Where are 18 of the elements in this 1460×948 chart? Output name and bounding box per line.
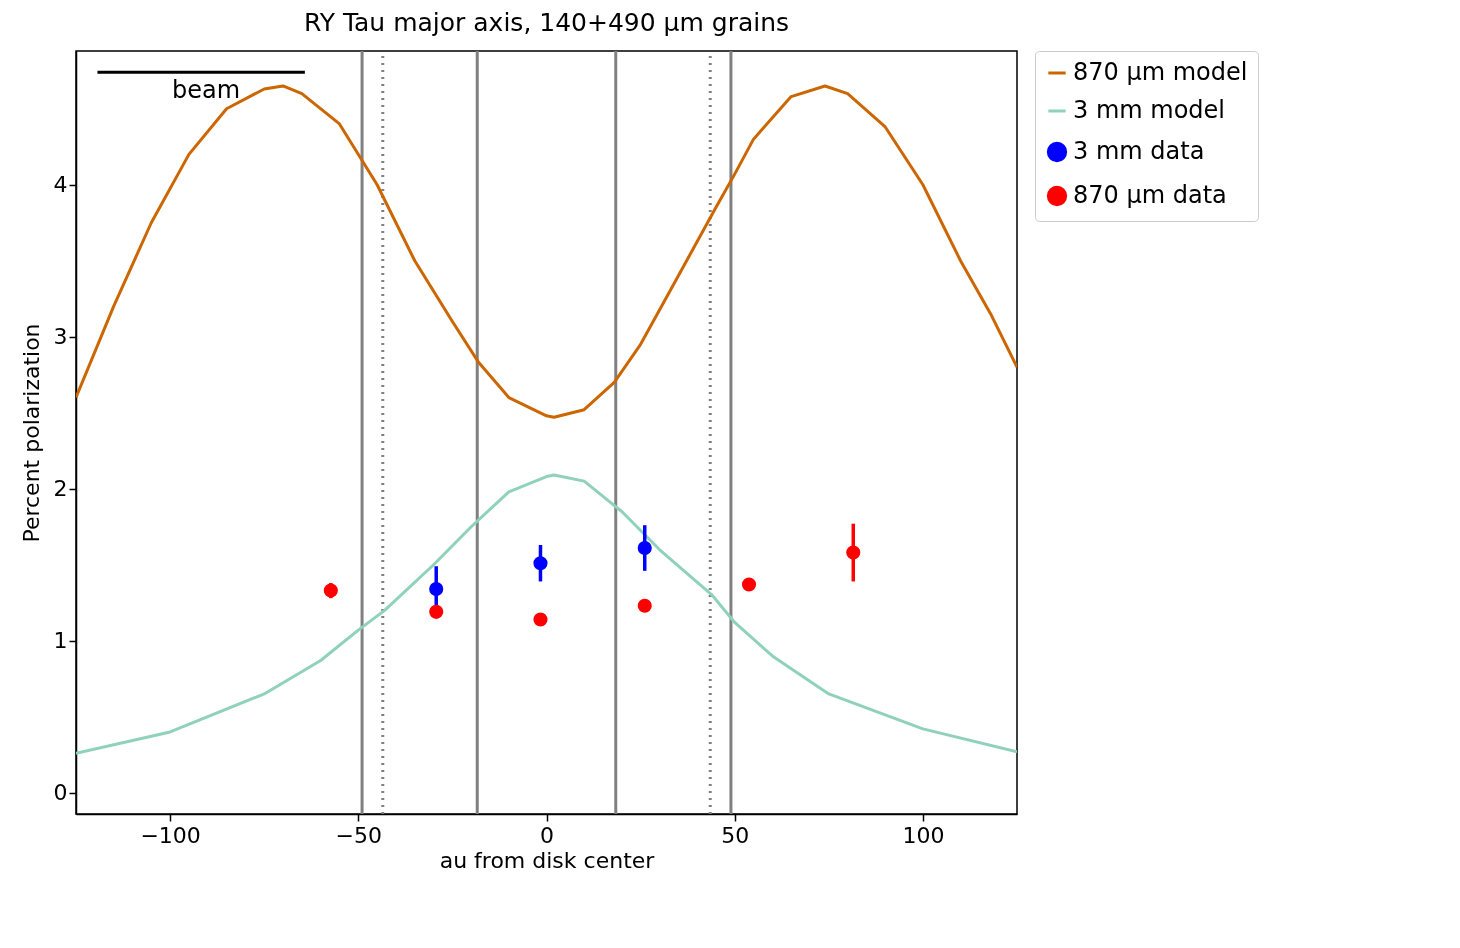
y-tick-label: 1 bbox=[53, 628, 68, 654]
x-tick-label: −100 bbox=[140, 822, 201, 848]
legend-label: 870 μm data bbox=[1073, 181, 1227, 209]
y-tick-label: 2 bbox=[53, 476, 68, 502]
chart-title: RY Tau major axis, 140+490 μm grains bbox=[303, 7, 790, 37]
x-tick-label: 50 bbox=[721, 822, 750, 848]
y-tick-label: 0 bbox=[53, 780, 68, 806]
y-tick-label: 4 bbox=[53, 172, 68, 198]
annotation: beam bbox=[171, 76, 241, 104]
x-tick-label: −50 bbox=[335, 822, 383, 848]
legend-label: 870 μm model bbox=[1073, 58, 1248, 86]
x-axis-title: au from disk center bbox=[439, 847, 656, 873]
x-tick-label: 100 bbox=[902, 822, 945, 848]
legend-label: 3 mm data bbox=[1073, 137, 1205, 165]
x-tick-label: 0 bbox=[540, 822, 554, 848]
y-axis-title: Percent polarization bbox=[18, 323, 44, 543]
y-tick-label: 3 bbox=[53, 324, 68, 350]
legend-label: 3 mm model bbox=[1073, 96, 1226, 124]
